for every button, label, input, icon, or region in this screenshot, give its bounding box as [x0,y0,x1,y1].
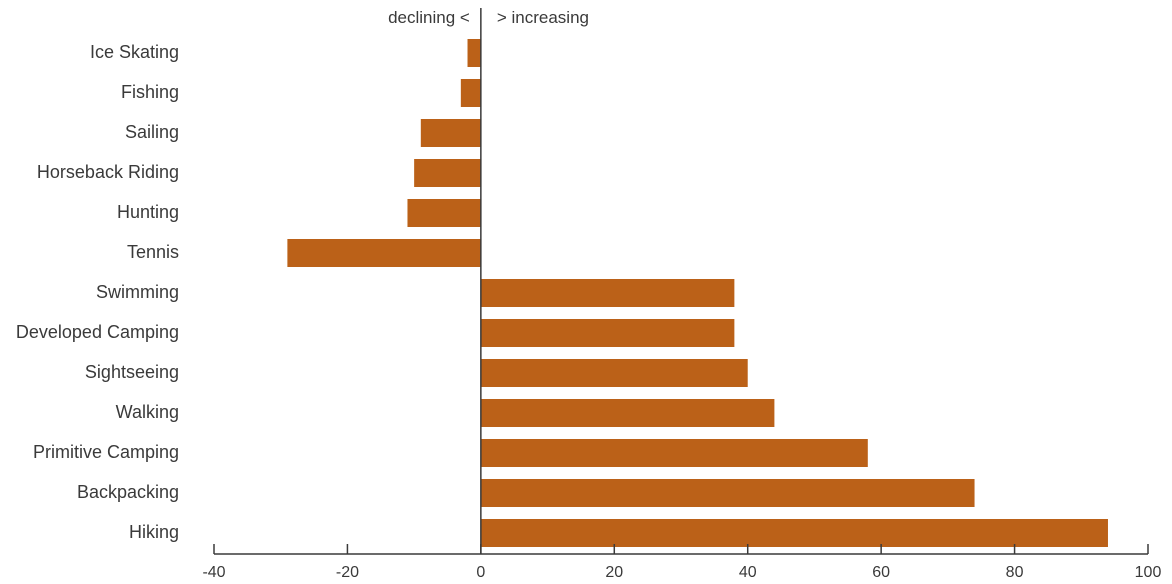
x-axis-ticks: -40 -20 0 20 40 60 80 100 [202,544,1161,581]
bar-sailing [420,119,481,147]
category-label: Sightseeing [85,362,179,382]
bar-tennis [287,239,481,267]
category-label: Fishing [121,82,179,102]
bar-backpacking [480,479,975,507]
category-label: Sailing [125,122,179,142]
category-label: Backpacking [77,482,179,502]
x-tick-label: -20 [336,564,359,581]
x-tick-label: 60 [872,564,890,581]
bar-hiking [480,519,1108,547]
category-label: Hiking [129,522,179,542]
category-label: Horseback Riding [37,162,179,182]
bar-walking [480,399,775,427]
bar-ice-skating [467,39,481,67]
category-label: Primitive Camping [33,442,179,462]
category-labels: Ice Skating Fishing Sailing Horseback Ridin… [16,42,179,542]
bar-swimming [480,279,735,307]
category-label: Ice Skating [90,42,179,62]
category-label: Walking [116,402,179,422]
x-tick-label: 0 [476,564,485,581]
x-tick-label: 20 [605,564,623,581]
category-label: Swimming [96,282,179,302]
bar-fishing [460,79,481,107]
category-label: Hunting [117,202,179,222]
increasing-label: > increasing [497,8,589,27]
category-label: Developed Camping [16,322,179,342]
declining-label: declining < [388,8,470,27]
bar-horseback-riding [414,159,481,187]
x-tick-label: -40 [202,564,225,581]
category-label: Tennis [127,242,179,262]
bar-sightseeing [480,359,748,387]
bar-hunting [407,199,481,227]
x-tick-label: 80 [1006,564,1024,581]
bar-developed-camping [480,319,735,347]
x-tick-label: 40 [739,564,757,581]
x-tick-label: 100 [1135,564,1162,581]
bar-primitive-camping [480,439,868,467]
bars-group [287,39,1108,547]
